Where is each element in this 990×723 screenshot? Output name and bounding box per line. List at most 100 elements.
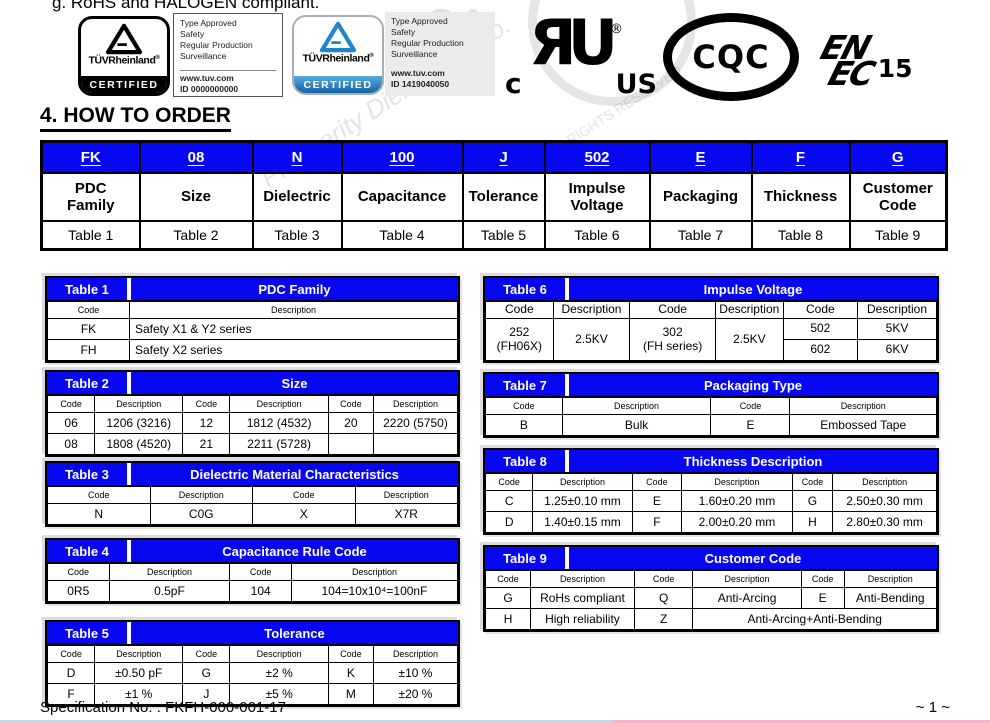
code-header: Code [229,563,292,581]
order-label: Size [138,172,254,222]
enec-number: 15 [877,53,913,83]
desc-cell: 2.5KV [552,318,631,361]
desc-cell: 5KV [857,318,937,340]
desc-cell: ±10 % [372,662,459,684]
tuv-triangle-icon [319,21,357,53]
tuv-approval-line: Surveillance [391,49,438,60]
desc-cell: 2.80±0.30 mm [832,511,937,533]
order-label: Customer Code [848,172,948,222]
table-5-tolerance: Table 5 Tolerance Code Description Code Des… [45,620,460,707]
order-code: 100 [340,140,464,174]
table-4-capacitance: Table 4 Capacitance Rule Code Code Descrip… [45,538,460,604]
code-header: Code [47,563,110,581]
table-6-impulse-voltage: Table 6 Impulse Voltage Code Description C… [483,276,939,363]
code-cell: F [46,683,96,705]
tuv-website: www.tuv.com [180,70,276,84]
code-header: Code [800,570,845,588]
order-code: F [750,140,851,174]
code-cell: B [485,414,563,436]
table-label: Table 1 [47,278,127,300]
tuv-triangle-icon [105,23,143,55]
code-cell: E [710,414,791,436]
code-cell: H [791,511,834,533]
code-cell: D [484,511,534,533]
table-label: Table 4 [47,540,127,562]
table-label: Table 7 [485,374,565,396]
order-label: Thickness [750,172,851,222]
desc-header: Description [372,645,459,663]
table-ref: Table 6 [543,220,651,251]
code-header: Code [252,486,356,504]
desc-cell: Bulk [561,414,712,436]
ul-us-letters: US [615,69,657,100]
code-cell: 104 [229,580,292,602]
tuv-brand-label: TÜVRheinland [88,54,156,67]
code-cell: Z [633,608,694,630]
code-cell: FK [47,318,130,340]
table-8-thickness: Table 8 Thickness Description Code Descrip… [483,448,939,535]
desc-cell [372,433,459,455]
code-header: Code [46,645,96,663]
code-header: Code [182,645,231,663]
edge-strip-right [613,720,990,723]
desc-cell: ±20 % [372,683,459,705]
desc-cell: ±5 % [229,683,329,705]
desc-cell: 1808 (4520) [94,433,184,455]
code-cell: 502 [782,318,859,340]
code-cell: 302 (FH series) [629,318,716,361]
desc-cell: 1206 (3216) [94,412,184,434]
tuv-certified-band: CERTIFIED [81,76,167,93]
desc-cell: 1.25±0.10 mm [532,490,633,512]
order-code: FK [40,140,141,174]
order-code-row: FK 08 N 100 J 502 E F G [40,140,948,174]
table-title: Impulse Voltage [569,278,937,300]
tuv-brand-text: TÜVRheinland® [303,53,374,64]
registered-mark: ® [369,53,374,59]
tuv-approval-line: Safety [391,27,416,38]
table-ref: Table 3 [251,220,343,251]
order-code: J [461,140,546,174]
order-label: Impulse Voltage [543,172,651,222]
desc-cell: RoHs compliant [530,587,635,609]
tuv-rheinland-bw-logo: TÜVRheinland® CERTIFIED [78,16,170,96]
code-cell: 12 [182,412,231,434]
desc-cell: 2211 (5728) [229,433,329,455]
code-header: Code [327,395,374,413]
desc-header: Description [290,563,459,581]
desc-header: Description [532,473,633,491]
desc-header: Description [94,645,184,663]
tuv-certificate-id: ID 0000000000 [180,84,239,95]
desc-header: Description [561,397,712,415]
desc-header: Description [129,301,458,319]
desc-header: Description [552,301,631,319]
desc-cell: High reliability [530,608,635,630]
code-header: Code [46,395,96,413]
tuv-website: www.tuv.com [391,68,445,79]
ul-canada-letter: c [505,67,522,100]
table-ref: Table 7 [648,220,753,251]
code-cell: X [252,503,356,525]
desc-header: Description [108,563,231,581]
code-cell: Q [633,587,694,609]
code-cell: 602 [782,339,859,361]
desc-cell: Safety X2 series [129,339,458,361]
desc-header: Description [530,570,635,588]
code-header: Code [182,395,231,413]
code-cell: 08 [46,433,96,455]
code-header: Code [629,301,716,319]
table-title: PDC Family [131,278,458,300]
desc-cell: X7R [354,503,458,525]
tuv-brand-text: TÜVRheinland® [89,55,160,66]
code-cell: 0R5 [47,580,110,602]
tuv-bw-approval-text: Type Approved Safety Regular Production … [173,13,283,97]
desc-cell: C0G [149,503,253,525]
desc-cell: 2.00±0.20 mm [681,511,793,533]
order-label-row: PDC Family Size Dielectric Capacitance T… [40,172,948,222]
desc-cell: 2220 (5750) [372,412,459,434]
code-header: Code [485,397,563,415]
tuv-certified-band: CERTIFIED [294,76,382,93]
tuv-brand-label: TÜVRheinland [302,52,370,65]
cqc-letters: CQC [692,38,770,76]
code-header: Code [631,473,683,491]
page-footer: Specification No. : FKFH-000-001-17 ~ 1 … [40,699,950,716]
